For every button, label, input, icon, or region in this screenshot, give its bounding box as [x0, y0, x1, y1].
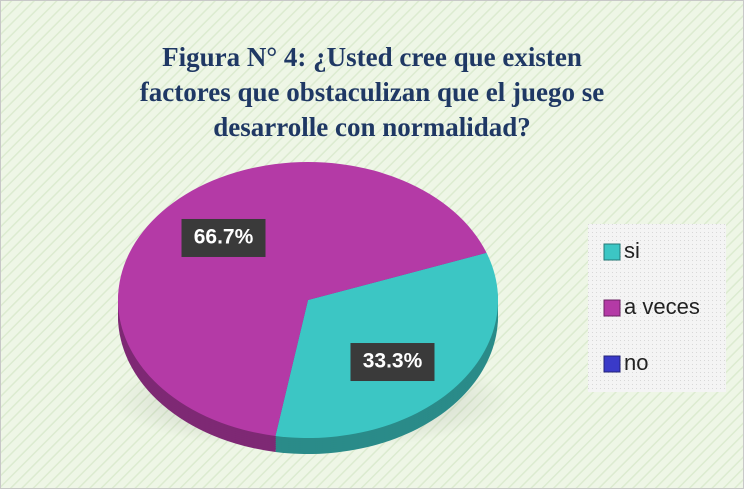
value-label-box: [181, 218, 266, 257]
legend-swatch: [603, 355, 621, 373]
chart-title: desarrolle con normalidad?: [213, 112, 531, 142]
value-label: 66.7%: [194, 226, 254, 249]
value-label: 33.3%: [363, 350, 423, 373]
value-label-box: [350, 343, 435, 382]
legend-swatch: [603, 299, 621, 317]
legend-label: si: [624, 238, 640, 263]
legend-label: no: [624, 350, 648, 375]
legend-label: a veces: [624, 294, 700, 319]
legend-swatch: [603, 243, 621, 261]
chart-title: factores que obstaculizan que el juego s…: [140, 77, 604, 107]
chart-title: Figura N° 4: ¿Usted cree que existen: [162, 42, 582, 72]
title: Figura N° 4: ¿Usted cree que existen fact…: [140, 42, 604, 142]
